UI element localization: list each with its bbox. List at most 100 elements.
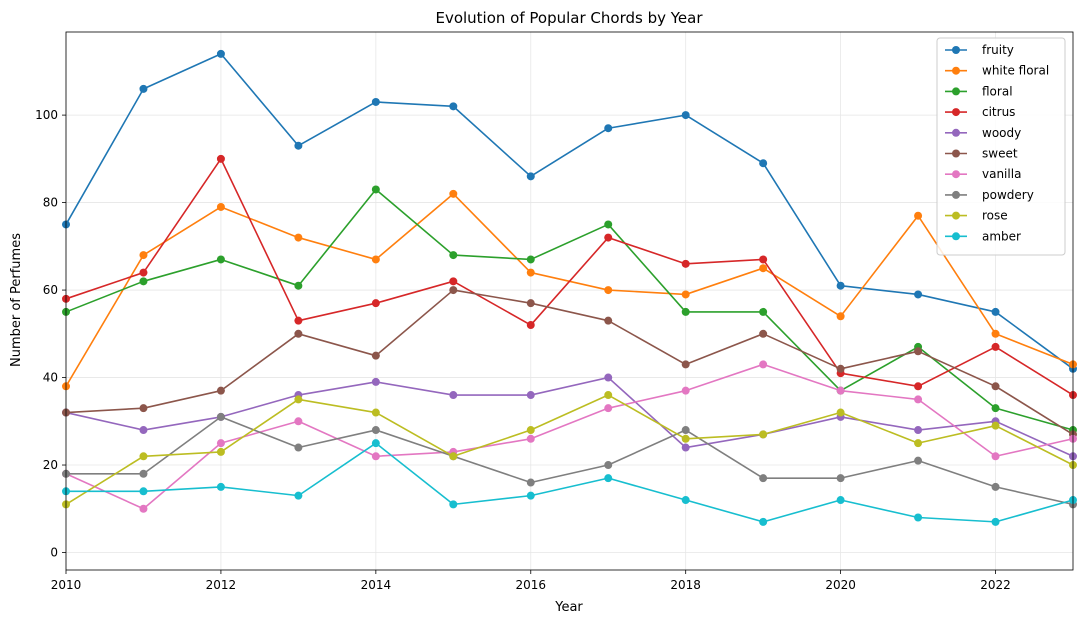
series-fruity: [62, 49, 1077, 373]
data-point: [371, 97, 380, 106]
data-point: [991, 342, 1000, 351]
data-point: [449, 452, 458, 461]
data-point: [836, 496, 845, 505]
data-point: [914, 211, 923, 220]
data-point: [449, 277, 458, 286]
series-line: [65, 376, 1074, 458]
data-point: [991, 482, 1000, 491]
data-point: [294, 491, 303, 500]
data-point: [681, 290, 690, 299]
axes: 2010 2012 2014 2016 2018 2020 2022 0 20 40 60 80 100: [35, 108, 1011, 592]
data-point: [914, 439, 923, 448]
data-point: [371, 299, 380, 308]
data-point: [914, 347, 923, 356]
series-line: [66, 442, 1074, 523]
data-point: [526, 391, 535, 400]
data-point: [371, 408, 380, 417]
series-line: [65, 158, 1074, 396]
legend-label: white floral: [982, 64, 1049, 78]
data-point: [526, 491, 535, 500]
data-point: [759, 474, 768, 483]
data-point: [449, 500, 458, 509]
data-point: [604, 233, 613, 242]
legend-item: rose: [945, 209, 1008, 223]
legend-marker: [952, 190, 960, 199]
y-axis-title: Number of Perfumes: [9, 233, 24, 367]
legend-label: sweet: [982, 147, 1018, 161]
legend-marker: [952, 87, 960, 96]
data-point: [526, 426, 535, 435]
data-point: [526, 172, 535, 181]
data-point: [991, 329, 1000, 338]
data-point: [216, 154, 225, 163]
legend-label: citrus: [982, 105, 1015, 119]
data-point: [216, 447, 225, 456]
data-point: [604, 391, 613, 400]
data-point: [991, 452, 1000, 461]
data-point: [681, 307, 690, 316]
y-tick-label: 20: [43, 458, 58, 472]
data-point: [759, 360, 768, 369]
data-point: [759, 255, 768, 264]
legend-marker: [952, 108, 960, 117]
data-point: [759, 159, 768, 168]
data-point: [294, 233, 303, 242]
series-line: [65, 289, 1074, 436]
data-point: [604, 316, 613, 325]
data-point: [991, 307, 1000, 316]
series-line: [65, 53, 1074, 370]
data-point: [991, 421, 1000, 430]
y-tick-label: 60: [43, 283, 58, 297]
data-point: [836, 408, 845, 417]
data-point: [759, 329, 768, 338]
legend: fruity white floral floral citrus woody sweet…: [936, 37, 1066, 256]
data-point: [139, 426, 148, 435]
data-point: [294, 329, 303, 338]
data-point: [371, 439, 380, 448]
data-point: [294, 395, 303, 404]
legend-item: powdery: [945, 188, 1034, 202]
data-point: [216, 439, 225, 448]
data-point: [914, 382, 923, 391]
data-point: [681, 426, 690, 435]
y-tick-label: 100: [35, 108, 58, 122]
y-tick-label: 0: [50, 546, 58, 560]
data-point: [759, 430, 768, 439]
x-tick-label: 2018: [670, 578, 701, 592]
data-point: [681, 434, 690, 443]
legend-item: citrus: [945, 105, 1015, 119]
series-amber: [62, 439, 1077, 526]
legend-item: amber: [945, 229, 1021, 243]
data-point: [526, 478, 535, 487]
x-tick-label: 2010: [51, 578, 82, 592]
data-point: [604, 286, 613, 295]
data-point: [836, 364, 845, 373]
x-tick-label: 2014: [361, 578, 392, 592]
x-tick-label: 2012: [206, 578, 237, 592]
x-tick-label: 2020: [825, 578, 856, 592]
data-point: [371, 185, 380, 194]
data-point: [216, 482, 225, 491]
data-point: [836, 386, 845, 395]
data-point: [216, 49, 225, 58]
data-point: [759, 264, 768, 273]
data-point: [759, 517, 768, 526]
legend-label: rose: [982, 209, 1008, 223]
data-point: [216, 255, 225, 264]
series-powdery: [62, 412, 1077, 509]
data-point: [914, 456, 923, 465]
data-point: [681, 111, 690, 120]
data-point: [914, 395, 923, 404]
data-point: [914, 290, 923, 299]
data-point: [449, 391, 458, 400]
data-point: [139, 452, 148, 461]
data-point: [216, 202, 225, 211]
data-point: [139, 251, 148, 260]
series-lines: [62, 49, 1077, 526]
data-point: [216, 386, 225, 395]
data-point: [681, 443, 690, 452]
legend-item: white floral: [945, 64, 1049, 78]
data-point: [294, 316, 303, 325]
legend-marker: [952, 149, 960, 158]
